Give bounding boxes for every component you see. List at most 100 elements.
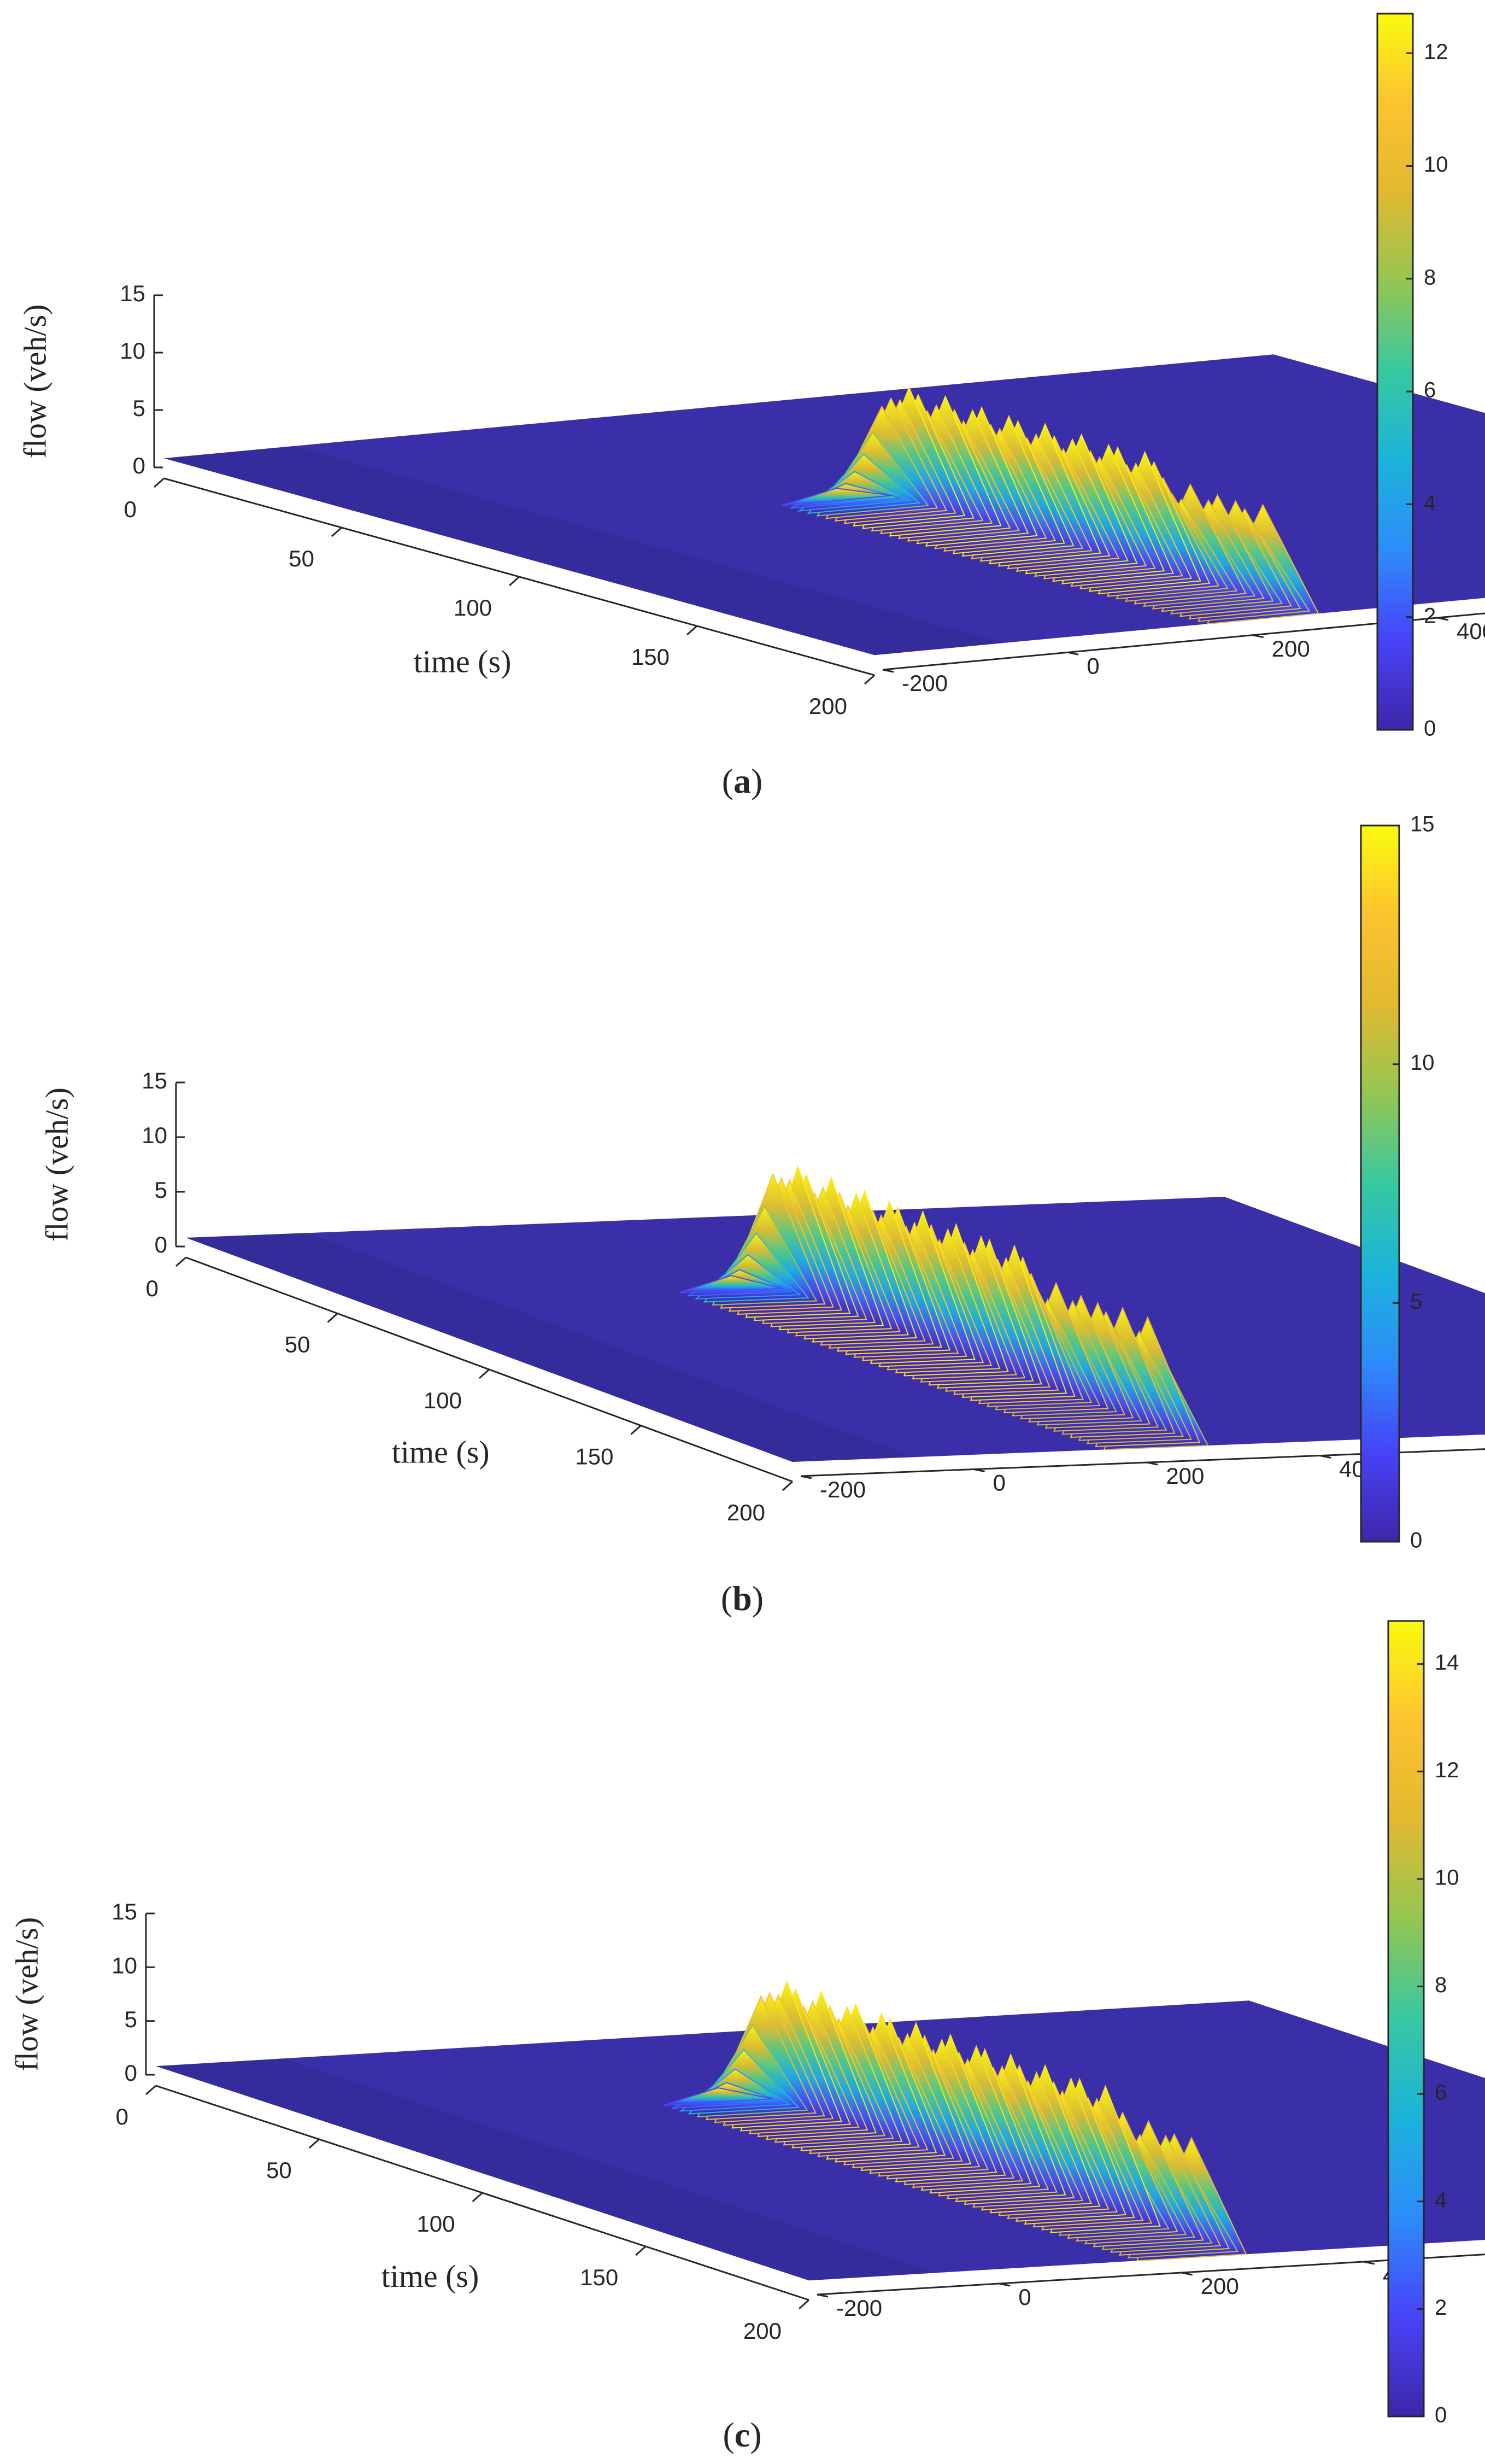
colorbar-tick-label: 0 <box>1424 717 1436 741</box>
y-tick-label: 0 <box>1018 2284 1031 2310</box>
colorbar-tick-label: 10 <box>1410 1051 1435 1075</box>
colorbar <box>1376 13 1414 731</box>
z-axis-label: flow (veh/s) <box>17 305 52 459</box>
x-tick-mark <box>175 1256 186 1267</box>
x-tick-label: 150 <box>631 644 670 670</box>
x-tick-label: 100 <box>454 595 492 621</box>
y-tick-label: 200 <box>1272 636 1310 662</box>
colorbar-tick-label: 5 <box>1410 1290 1422 1314</box>
x-tick-label: 0 <box>146 1275 159 1301</box>
x-tick-label: 200 <box>727 1500 765 1525</box>
y-tick-label: -200 <box>902 670 948 696</box>
panel-caption: (b) <box>721 1579 764 1618</box>
panel-caption: (a) <box>722 762 763 800</box>
spike-series <box>679 1165 1209 1450</box>
x-tick-mark <box>327 1313 338 1323</box>
x-tick-mark <box>686 625 697 636</box>
colorbar-tick-label: 12 <box>1435 1758 1459 1782</box>
y-tick-mark <box>1181 2272 1193 2276</box>
spike-series <box>780 386 1319 625</box>
x-axis-label: time (s) <box>381 2258 479 2294</box>
y-tick-label: -200 <box>820 1477 866 1502</box>
surface-near-band <box>164 446 1004 655</box>
x-tick-mark <box>154 477 165 488</box>
y-tick-mark <box>1252 634 1264 639</box>
x-tick-mark <box>799 2299 809 2310</box>
x-tick-mark <box>479 1368 490 1379</box>
colorbar-tick-label: 15 <box>1410 812 1435 836</box>
x-tick-mark <box>864 674 875 685</box>
y-tick-label: 0 <box>1087 653 1099 678</box>
colorbar-tick-label: 12 <box>1424 40 1448 64</box>
y-tick-label: 200 <box>1201 2273 1239 2299</box>
y-tick-label: -200 <box>836 2295 882 2321</box>
surface-spike <box>780 488 893 507</box>
colorbar-tick-label: 4 <box>1435 2188 1447 2212</box>
z-tick-label: 0 <box>155 1232 167 1257</box>
colorbar-tick-label: 0 <box>1410 1529 1422 1553</box>
x-tick-mark <box>145 2085 156 2096</box>
colorbar-tick-label: 8 <box>1424 265 1436 289</box>
x-tick-mark <box>635 2245 647 2256</box>
x-tick-label: 100 <box>424 1388 462 1413</box>
y-tick-mark <box>1147 1461 1158 1466</box>
colorbar <box>1387 1620 1425 2418</box>
y-tick-label: 0 <box>993 1470 1006 1496</box>
z-tick-label: 15 <box>111 1899 137 1924</box>
y-tick-label: 200 <box>1166 1463 1204 1489</box>
surface-near-band <box>186 1233 914 1462</box>
y-tick-mark <box>999 2282 1011 2287</box>
x-tick-mark <box>509 576 520 587</box>
colorbar-tick-label: 6 <box>1424 378 1436 402</box>
x-tick-label: 0 <box>124 496 137 522</box>
y-tick-mark <box>817 2293 829 2298</box>
z-tick-label: 5 <box>125 2006 137 2032</box>
z-tick-label: 0 <box>133 453 145 478</box>
colorbar-tick-label: 10 <box>1435 1865 1459 1889</box>
x-tick-label: 50 <box>289 546 314 571</box>
spike-series <box>663 1980 1247 2262</box>
z-tick-label: 5 <box>133 395 145 421</box>
surface-spike <box>679 1275 784 1294</box>
y-tick-mark <box>973 1468 985 1472</box>
z-tick-label: 0 <box>125 2060 137 2086</box>
x-tick-label: 0 <box>116 2104 128 2129</box>
y-tick-label: 400 <box>1457 618 1485 644</box>
x-tick-mark <box>331 526 342 537</box>
y-tick-mark <box>882 669 894 673</box>
x-tick-label: 200 <box>809 693 847 719</box>
z-tick-label: 15 <box>120 280 145 306</box>
y-tick-mark <box>1363 2261 1375 2265</box>
z-tick-label: 10 <box>142 1122 167 1148</box>
colorbar-tick-label: 10 <box>1424 153 1448 177</box>
y-tick-mark <box>1067 651 1079 655</box>
x-tick-label: 50 <box>266 2157 292 2183</box>
x-tick-label: 50 <box>285 1332 310 1357</box>
x-tick-mark <box>630 1425 642 1435</box>
z-tick-label: 10 <box>120 338 145 364</box>
colorbar <box>1360 824 1400 1543</box>
z-axis-label: flow (veh/s) <box>9 1917 44 2071</box>
x-tick-label: 200 <box>743 2318 782 2344</box>
y-tick-mark <box>1437 617 1449 621</box>
surface-near-band <box>156 2058 937 2281</box>
colorbar-tick-label: 2 <box>1435 2296 1447 2320</box>
colorbar-tick-label: 8 <box>1435 1973 1447 1997</box>
x-tick-label: 100 <box>416 2211 455 2237</box>
z-tick-label: 5 <box>155 1177 167 1203</box>
colorbar-tick-label: 2 <box>1424 604 1436 628</box>
z-tick-label: 15 <box>142 1068 167 1093</box>
x-tick-label: 150 <box>575 1444 613 1470</box>
colorbar-tick-label: 4 <box>1424 491 1436 515</box>
x-tick-mark <box>472 2192 483 2203</box>
panel-caption: (c) <box>723 2415 761 2454</box>
colorbar-tick-label: 6 <box>1435 2081 1447 2105</box>
colorbar-tick-label: 0 <box>1435 2403 1447 2427</box>
y-tick-mark <box>800 1475 812 1479</box>
colorbar-tick-label: 14 <box>1435 1651 1459 1675</box>
